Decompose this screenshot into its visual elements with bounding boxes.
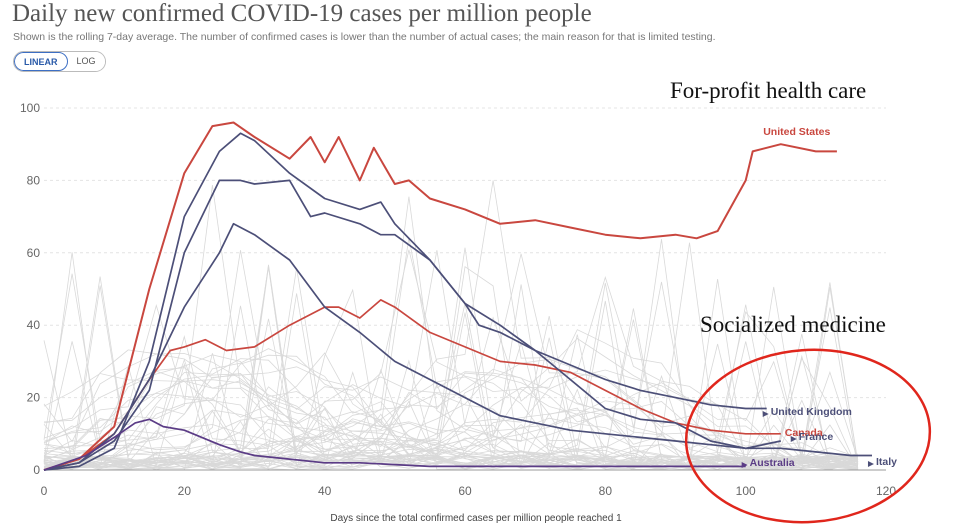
series-label-canada: Canada — [785, 427, 823, 439]
background-country-line — [43, 281, 858, 471]
log-scale-button[interactable]: LOG — [67, 52, 105, 71]
series-line-italy — [43, 222, 872, 471]
scale-toggle[interactable]: LINEAR LOG — [13, 51, 106, 72]
y-tick-label: 60 — [27, 246, 41, 260]
series-label-united-states: United States — [763, 126, 830, 138]
x-tick-label: 100 — [736, 484, 756, 498]
background-country-line — [43, 276, 859, 470]
y-tick-label: 80 — [27, 173, 41, 187]
series-line-france — [43, 132, 781, 471]
background-country-line — [43, 348, 858, 470]
series-label-france: France — [799, 431, 834, 443]
series-arrow-united-kingdom — [762, 411, 769, 417]
background-country-line — [43, 249, 858, 470]
series-arrow-australia — [741, 462, 748, 468]
background-country-line — [43, 242, 858, 471]
background-country-lines — [43, 180, 859, 471]
y-tick-label: 0 — [33, 463, 40, 477]
series-labels: United States Canada United Kingdom France I… — [741, 126, 897, 469]
y-tick-label: 40 — [27, 318, 41, 332]
chart-title: Daily new confirmed COVID-19 cases per m… — [12, 0, 592, 27]
x-tick-label: 80 — [599, 484, 613, 498]
x-axis-label: Days since the total confirmed cases per… — [330, 513, 622, 524]
background-country-line — [43, 349, 858, 468]
y-tick-label: 20 — [27, 391, 41, 405]
series-line-united-states — [43, 121, 837, 471]
chart-subtitle: Shown is the rolling 7-day average. The … — [13, 31, 716, 43]
x-tick-label: 60 — [458, 484, 472, 498]
series-line-australia — [43, 418, 746, 471]
annotation-for-profit: For-profit health care — [670, 78, 867, 103]
annotation-socialized-medicine: Socialized medicine — [700, 312, 886, 337]
series-label-united-kingdom: United Kingdom — [771, 406, 852, 418]
x-tick-label: 40 — [318, 484, 332, 498]
series-line-united-kingdom — [43, 179, 767, 471]
series-arrow-italy — [867, 461, 874, 467]
series-label-italy: Italy — [876, 456, 897, 468]
background-country-line — [43, 237, 858, 470]
series-arrow-france — [790, 436, 797, 442]
x-tick-label: 0 — [41, 484, 48, 498]
y-tick-label: 100 — [20, 101, 40, 115]
background-country-line — [43, 379, 858, 469]
series-lines — [43, 121, 872, 471]
x-tick-label: 20 — [178, 484, 192, 498]
series-line-canada — [43, 299, 781, 471]
socialized-medicine-circle — [684, 348, 932, 524]
linear-scale-button[interactable]: LINEAR — [14, 52, 68, 71]
series-label-australia: Australia — [750, 457, 795, 469]
background-country-line — [43, 250, 858, 470]
